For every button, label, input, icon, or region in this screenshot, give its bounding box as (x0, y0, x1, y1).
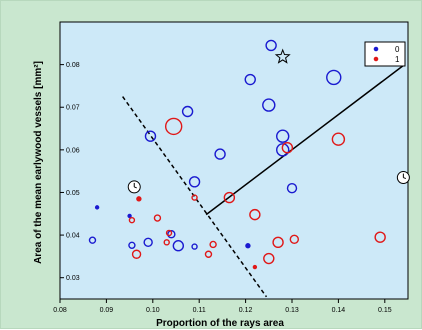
x-axis-label: Proportion of the rays area (156, 318, 284, 329)
data-point-series-1 (252, 264, 258, 270)
data-point-series-1 (128, 216, 136, 224)
data-point-series-1 (164, 117, 183, 136)
data-point-series-0 (128, 241, 136, 250)
data-point-series-1 (165, 229, 173, 237)
data-point-series-1 (272, 236, 284, 249)
data-point-series-1 (131, 249, 142, 259)
data-point-series-0 (245, 243, 251, 249)
data-point-series-0 (276, 129, 290, 143)
data-point-series-1 (331, 132, 346, 146)
data-point-series-0 (172, 240, 185, 252)
y-tick-label: 0.04 (66, 233, 80, 240)
x-tick-label: 0.14 (332, 307, 346, 314)
x-tick-label: 0.15 (378, 307, 392, 314)
data-point-series-0 (214, 148, 226, 160)
data-point-series-0 (144, 130, 157, 142)
data-point-series-1 (153, 214, 162, 222)
data-point-series-1 (289, 234, 300, 245)
legend-box (364, 41, 406, 67)
data-point-series-1 (249, 208, 261, 221)
data-point-series-0 (94, 205, 100, 210)
clock-hand (134, 186, 137, 189)
data-point-series-0 (326, 69, 342, 86)
data-point-series-0 (88, 236, 97, 244)
x-tick-label: 0.10 (146, 307, 160, 314)
data-point-series-0 (262, 98, 276, 112)
data-point-series-0 (188, 176, 201, 188)
trend-line (205, 64, 404, 216)
y-tick-label: 0.05 (66, 190, 80, 197)
x-tick-label: 0.09 (100, 307, 114, 314)
data-point-series-1 (204, 250, 213, 258)
data-point-series-1 (263, 252, 275, 265)
dashed-boundary-line (122, 96, 268, 298)
data-point-series-0 (181, 105, 194, 118)
legend-label: 1 (395, 55, 400, 64)
data-point-series-0 (244, 73, 256, 86)
data-point-series-1 (281, 142, 294, 154)
legend-label: 0 (395, 45, 400, 54)
data-point-series-1 (163, 239, 170, 246)
y-tick-label: 0.03 (66, 275, 80, 282)
data-point-series-0 (191, 243, 198, 250)
data-point-series-1 (209, 240, 217, 249)
data-point-series-0 (127, 213, 132, 219)
y-axis-label: Area of the mean earlywood vessels [mm²] (33, 61, 44, 264)
data-point-series-1 (136, 196, 142, 202)
clock-hand (403, 177, 407, 180)
data-point-series-0 (143, 237, 153, 248)
data-point-series-0 (286, 182, 298, 194)
plot-area (59, 21, 409, 300)
data-point-series-0 (276, 143, 290, 157)
data-point-series-1 (191, 194, 198, 201)
x-tick-label: 0.12 (239, 307, 253, 314)
y-tick-label: 0.06 (66, 147, 80, 154)
star-icon (274, 48, 291, 64)
x-tick-label: 0.13 (285, 307, 299, 314)
legend-marker (373, 56, 379, 62)
x-tick-label: 0.11 (193, 307, 206, 314)
y-tick-label: 0.08 (66, 62, 80, 69)
legend-marker (373, 46, 379, 52)
x-tick-label: 0.08 (53, 307, 67, 314)
data-point-series-0 (167, 230, 176, 239)
data-point-series-1 (223, 191, 236, 204)
y-tick-label: 0.07 (66, 105, 80, 112)
data-point-series-1 (374, 231, 386, 243)
data-point-series-0 (265, 39, 277, 52)
